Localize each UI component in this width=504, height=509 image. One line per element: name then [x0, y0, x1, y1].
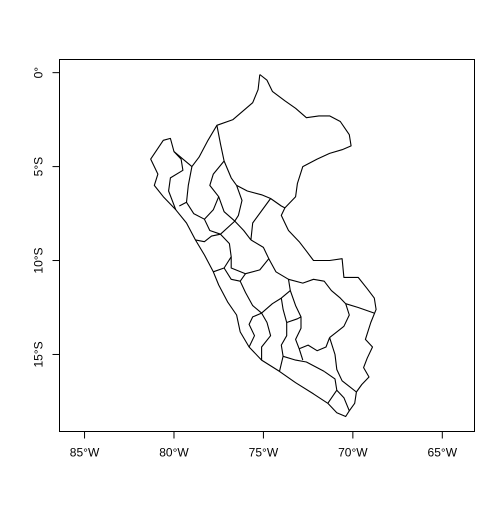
boundary-huanuco-ucayali	[250, 198, 272, 240]
boundary-pasco-junin	[268, 258, 291, 299]
x-axis: 85°W 80°W 75°W 70°W 65°W	[70, 431, 458, 460]
x-tick-label: 70°W	[338, 446, 368, 460]
boundary-san-martin-south	[234, 185, 252, 241]
boundary-madre-de-dios	[345, 303, 375, 314]
boundary-cusco-apurimac	[289, 290, 302, 349]
boundary-la-libertad	[203, 218, 236, 235]
boundary-amazonas-sm	[209, 160, 236, 222]
plot-frame	[59, 59, 475, 432]
boundary-ucayali-cusco	[288, 278, 347, 305]
x-tick-label: 85°W	[70, 446, 100, 460]
y-tick-label: 5°S	[32, 157, 46, 176]
boundary-arequipa-moquegua	[323, 370, 338, 404]
boundary-piura-lambayeque	[168, 151, 184, 210]
y-tick-label: 10°S	[32, 247, 46, 273]
boundary-cusco-south	[298, 337, 331, 352]
boundary-moquegua-tacna	[336, 389, 350, 412]
boundary-huancavelica	[248, 312, 262, 348]
boundary-huanuco	[230, 239, 270, 275]
boundary-ayacucho-west	[261, 312, 272, 361]
boundary-ayacucho-arequipa	[282, 355, 325, 372]
boundary-pasco	[223, 267, 246, 282]
boundary-junin-south	[261, 297, 282, 314]
boundary-puno-arequipa	[329, 337, 357, 393]
boundary-la-libertad-ancash	[195, 233, 221, 243]
boundary-ancash-east	[213, 233, 232, 273]
boundary-layer	[150, 74, 377, 418]
x-tick-label: 80°W	[159, 446, 189, 460]
boundary-lambayeque-south	[179, 201, 187, 207]
boundary-outline	[150, 74, 377, 418]
boundary-junin-lima	[239, 280, 262, 314]
boundary-arequipa-cusco	[298, 348, 304, 361]
x-tick-label: 65°W	[428, 446, 458, 460]
boundary-cajamarca-west	[185, 166, 220, 220]
boundary-apurimac-east	[286, 316, 302, 324]
boundary-md-puno	[329, 303, 350, 339]
y-axis: 0° 5°S 10°S 15°S	[32, 67, 60, 368]
y-tick-label: 15°S	[32, 341, 46, 367]
x-tick-label: 75°W	[249, 446, 279, 460]
boundary-loreto-south	[236, 184, 286, 209]
boundary-loreto-west	[216, 125, 238, 186]
boundary-ayacucho-apurimac	[278, 298, 288, 372]
y-tick-label: 0°	[32, 67, 46, 79]
